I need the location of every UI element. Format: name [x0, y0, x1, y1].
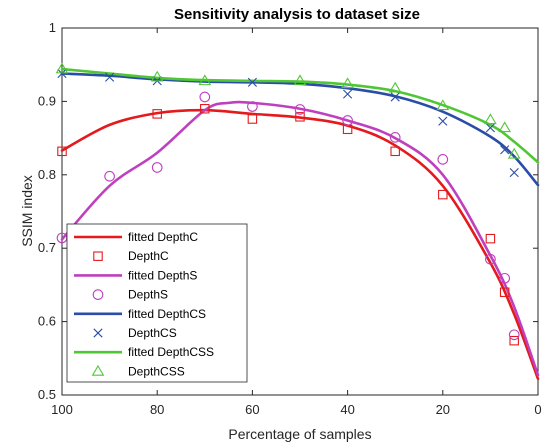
point-DepthS — [247, 101, 258, 112]
point-DepthS — [104, 170, 115, 182]
point-DepthC — [438, 189, 448, 200]
y-axis-label: SSIM index — [19, 175, 35, 247]
point-DepthC — [499, 287, 510, 297]
legend-marker-DepthCSS — [91, 364, 105, 376]
y-tick-label: 0.9 — [38, 93, 56, 108]
y-tick-label: 0.7 — [38, 240, 56, 255]
point-DepthCS — [343, 89, 353, 99]
markers-DepthC — [57, 103, 519, 346]
point-DepthC — [57, 146, 67, 157]
point-DepthS — [437, 154, 449, 165]
point-DepthCSS — [198, 74, 212, 86]
legend-box — [66, 223, 248, 383]
point-DepthS — [294, 104, 306, 115]
axis-ticks: 100 80 60 40 20 0 0.5 0.6 0.7 0.8 0.9 1 — [38, 20, 542, 417]
point-DepthCSS — [388, 81, 402, 93]
legend-marker-DepthS — [92, 289, 104, 300]
point-DepthS — [151, 162, 163, 173]
point-DepthS — [342, 115, 353, 126]
point-DepthCSS — [55, 62, 69, 74]
x-tick-label: 20 — [436, 402, 450, 417]
x-tick-label: 80 — [150, 402, 164, 417]
point-DepthC — [295, 112, 305, 122]
legend-label-fit: fitted DepthCS — [128, 307, 206, 321]
x-tick-label: 60 — [245, 402, 259, 417]
y-tick-label: 0.5 — [38, 387, 56, 402]
point-DepthS — [485, 253, 496, 265]
point-DepthCSS — [341, 77, 354, 89]
y-tick-label: 0.8 — [38, 167, 56, 182]
fitted-line-DepthS — [60, 100, 540, 377]
point-DepthS — [199, 91, 211, 103]
point-DepthCS — [105, 72, 115, 82]
markers-DepthCS — [57, 68, 519, 178]
point-DepthC — [509, 335, 519, 346]
point-DepthCSS — [498, 121, 512, 133]
y-tick-label: 0.6 — [38, 314, 56, 329]
point-DepthC — [247, 114, 258, 124]
point-DepthS — [389, 132, 401, 143]
markers-DepthCSS — [55, 62, 521, 159]
fitted-line-DepthC — [60, 108, 540, 381]
y-tick-label: 1 — [49, 20, 56, 35]
point-DepthCS — [500, 145, 510, 155]
point-DepthCSS — [507, 147, 521, 159]
legend-label: DepthCSS — [128, 364, 185, 378]
legend-label-fit: fitted DepthS — [128, 268, 197, 282]
point-DepthCS — [57, 68, 67, 79]
series-DepthC — [60, 108, 540, 381]
legend-label: DepthC — [128, 249, 169, 263]
legend-label-fit: fitted DepthC — [128, 230, 198, 244]
legend-marker-DepthCS — [93, 328, 103, 338]
point-DepthCSS — [436, 99, 450, 111]
point-DepthS — [508, 329, 520, 341]
x-tick-label: 0 — [534, 402, 541, 417]
x-axis-label: Percentage of samples — [228, 426, 371, 442]
series-layer — [55, 62, 540, 381]
point-DepthCS — [247, 77, 257, 87]
chart-title: Sensitivity analysis to dataset size — [174, 6, 420, 23]
legend-label-fit: fitted DepthCSS — [128, 345, 214, 359]
point-DepthS — [499, 272, 511, 284]
point-DepthC — [200, 103, 210, 114]
point-DepthCSS — [484, 113, 497, 125]
point-DepthCS — [485, 123, 495, 133]
x-tick-label: 100 — [51, 402, 73, 417]
legend-marker-DepthC — [93, 251, 103, 261]
legend-label: DepthS — [128, 288, 168, 302]
point-DepthCS — [438, 116, 448, 126]
series-DepthS — [60, 100, 540, 377]
point-DepthCSS — [293, 74, 307, 86]
point-DepthC — [390, 146, 400, 157]
legend-label: DepthCS — [128, 326, 177, 340]
point-DepthCS — [390, 92, 400, 102]
point-DepthC — [152, 109, 162, 119]
point-DepthC — [485, 233, 496, 244]
point-DepthCSS — [150, 70, 164, 82]
point-DepthCS — [509, 168, 519, 178]
legend: fitted DepthC DepthC fitted DepthS DepthS fi… — [66, 223, 248, 383]
x-tick-label: 40 — [340, 402, 354, 417]
